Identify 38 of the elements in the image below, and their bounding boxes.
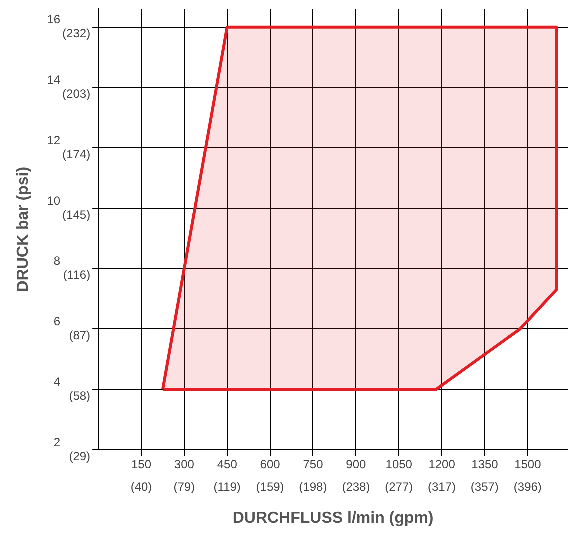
y-tick-label: 16 [47,12,61,27]
x-tick-label: 1350 [472,458,499,472]
y2-tick-label: (29) [69,449,91,464]
x-tick-label: 1200 [428,458,456,472]
y-tick-label: 14 [47,73,61,88]
x-axis-title: DURCHFLUSS l/min (gpm) [232,510,434,527]
x2-tick-label: (277) [385,480,414,494]
y-tick-label: 4 [54,374,61,389]
y-tick-label: 12 [47,133,61,148]
y2-tick-label: (116) [63,268,91,282]
x2-tick-label: (159) [256,480,284,494]
y2-tick-label: (232) [62,26,91,41]
x2-tick-label: (396) [514,480,542,494]
y-tick-label: 10 [47,194,61,208]
x2-tick-label: (357) [470,480,499,494]
x-tick-label: 450 [217,458,238,472]
y2-tick-label: (87) [69,328,91,343]
y2-tick-label: (145) [62,208,91,222]
y2-tick-label: (174) [62,147,91,162]
x-tick-label: 300 [174,458,195,472]
y-axis-title: DRUCK bar (psi) [15,166,32,292]
x2-tick-label: (238) [342,480,370,494]
x-tick-label: 1050 [386,458,413,472]
y2-tick-label: (203) [62,87,91,102]
x-tick-label: 750 [303,458,324,472]
x2-tick-label: (317) [428,480,456,494]
x-tick-label: 600 [260,458,281,472]
x2-tick-label: (40) [130,480,152,494]
y2-tick-label: (58) [69,388,91,403]
y-tick-label: 2 [54,435,61,450]
x-tick-label: 900 [346,458,367,472]
y-tick-label: 6 [54,314,61,329]
x2-tick-label: (198) [299,480,328,494]
x2-tick-label: (119) [214,480,241,494]
x2-tick-label: (79) [174,480,196,494]
y-tick-label: 8 [54,254,61,268]
x-tick-label: 1500 [514,458,542,472]
x-tick-label: 150 [131,458,152,472]
